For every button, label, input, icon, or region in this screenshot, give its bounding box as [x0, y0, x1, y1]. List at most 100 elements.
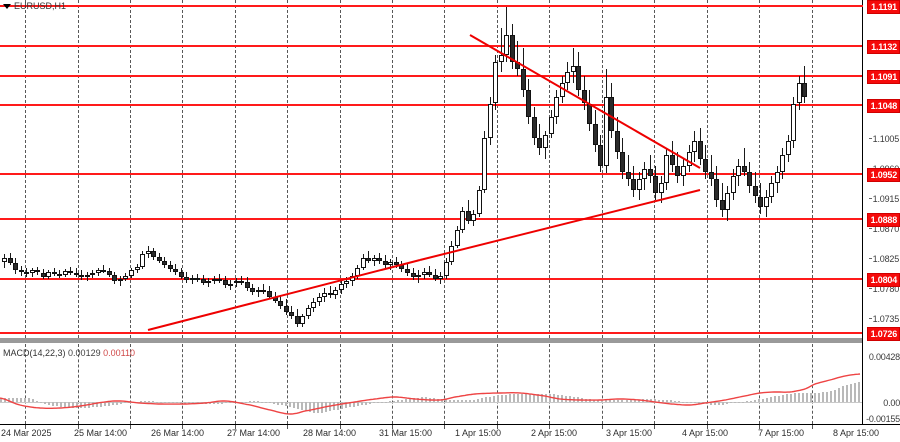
- trend-lines[interactable]: [0, 0, 863, 338]
- candlestick: [24, 0, 30, 338]
- macd-histogram-bar: [721, 402, 724, 405]
- candlestick: [752, 0, 759, 338]
- indicator-header[interactable]: MACD(14,22,3) 0.00129 0.00110: [3, 348, 135, 358]
- candlestick: [393, 0, 400, 338]
- candle-body: [780, 155, 786, 173]
- macd-histogram-bar: [48, 402, 51, 405]
- candlestick: [443, 0, 450, 338]
- candlestick: [145, 0, 152, 338]
- price-level-label[interactable]: 1.1132: [867, 40, 900, 54]
- macd-histogram-bar: [509, 394, 512, 402]
- candle-body: [576, 65, 582, 90]
- candlestick: [305, 0, 312, 338]
- candle-body: [796, 82, 802, 104]
- macd-histogram-bar: [409, 398, 411, 402]
- level-line[interactable]: [0, 45, 863, 47]
- candle-body: [101, 269, 107, 272]
- candle-body: [465, 211, 471, 221]
- price-level-label[interactable]: 1.1191: [867, 0, 900, 14]
- price-level-label[interactable]: 1.1048: [866, 99, 900, 113]
- time-tick-label: 24 Mar 2025: [1, 428, 52, 438]
- price-axis[interactable]: 1.11851.11401.10951.10051.09601.09151.08…: [863, 0, 900, 341]
- descending-resistance-line[interactable]: [469, 34, 701, 169]
- candlestick: [300, 0, 306, 338]
- macd-pane[interactable]: MACD(14,22,3) 0.00129 0.00110: [0, 344, 863, 424]
- level-line[interactable]: [0, 278, 863, 280]
- macd-histogram-bar: [481, 397, 484, 402]
- level-line[interactable]: [0, 104, 863, 106]
- macd-histogram-bar: [220, 402, 223, 404]
- level-line[interactable]: [0, 218, 863, 220]
- candlestick: [432, 0, 439, 338]
- macd-histogram-bar: [40, 402, 43, 403]
- macd-zero-line: [0, 402, 863, 403]
- chevron-down-icon[interactable]: [3, 3, 11, 9]
- ascending-support-line[interactable]: [147, 259, 421, 331]
- candlestick: [405, 0, 411, 338]
- time-tick-mark: [25, 425, 26, 429]
- candle-body: [40, 272, 46, 277]
- candlestick: [531, 0, 538, 338]
- candlestick: [785, 0, 792, 338]
- candlestick: [289, 0, 295, 338]
- gridline-vertical: [549, 344, 550, 424]
- macd-histogram-bar: [272, 402, 275, 404]
- candlestick: [449, 0, 455, 338]
- candle-body: [278, 300, 283, 306]
- candlestick: [233, 0, 240, 338]
- price-chart-pane[interactable]: EURUSD,H1: [0, 0, 863, 338]
- macd-histogram-bar: [32, 399, 35, 402]
- candlestick: [167, 0, 174, 338]
- price-level-label[interactable]: 1.0804: [866, 273, 900, 287]
- candle-body: [443, 262, 449, 276]
- macd-histogram-bar: [545, 393, 548, 402]
- candle-body: [416, 274, 421, 278]
- macd-histogram-bar: [649, 399, 652, 402]
- macd-axis[interactable]: 0.00428 0.00 -0.00155: [863, 344, 900, 424]
- candle-body: [498, 55, 504, 63]
- level-line[interactable]: [0, 173, 863, 175]
- price-tick-label: 1.1005: [868, 134, 899, 144]
- price-level-label[interactable]: 1.1091: [866, 70, 900, 84]
- macd-histogram-bar: [4, 398, 6, 402]
- tick-mark: [868, 318, 872, 319]
- price-level-label[interactable]: 1.0952: [866, 168, 900, 182]
- candle-body: [344, 281, 350, 285]
- macd-histogram-bar: [441, 399, 443, 402]
- candle-body: [769, 182, 775, 197]
- time-tick-mark: [759, 425, 760, 429]
- candlestick: [471, 0, 477, 338]
- macd-histogram-bar: [316, 402, 319, 413]
- macd-histogram-bar: [501, 394, 504, 402]
- candlestick: [117, 0, 124, 338]
- macd-histogram-bar: [300, 402, 303, 410]
- candle-body: [581, 89, 587, 104]
- symbol-header[interactable]: EURUSD,H1: [3, 1, 66, 11]
- macd-histogram-bar: [793, 393, 796, 402]
- candle-body: [603, 96, 609, 166]
- candle-body: [747, 172, 753, 187]
- candle-body: [609, 96, 615, 132]
- time-tick-mark: [602, 425, 603, 429]
- candle-body: [410, 273, 416, 278]
- price-level-label[interactable]: 1.0726: [866, 327, 900, 341]
- candlestick: [592, 0, 599, 338]
- time-axis[interactable]: 24 Mar 2025 25 Mar 14:00 26 Mar 14:00 27 Ma…: [0, 424, 900, 442]
- candlestick: [476, 0, 483, 338]
- indicator-label: MACD(14,22,3): [3, 348, 66, 358]
- candle-body: [167, 264, 173, 269]
- price-level-label[interactable]: 1.0888: [866, 213, 900, 227]
- level-line[interactable]: [0, 75, 863, 77]
- candle-body: [393, 262, 399, 265]
- level-line[interactable]: [0, 332, 863, 334]
- ascending-support-extension-line[interactable]: [419, 189, 701, 261]
- macd-histogram-bar: [609, 400, 612, 402]
- macd-histogram-bar: [60, 402, 63, 407]
- candle-body: [129, 269, 134, 276]
- candlestick: [620, 0, 626, 338]
- candlestick: [686, 0, 693, 338]
- candle-body: [140, 253, 145, 267]
- gridline-vertical: [130, 0, 131, 338]
- gridline-vertical: [78, 344, 79, 424]
